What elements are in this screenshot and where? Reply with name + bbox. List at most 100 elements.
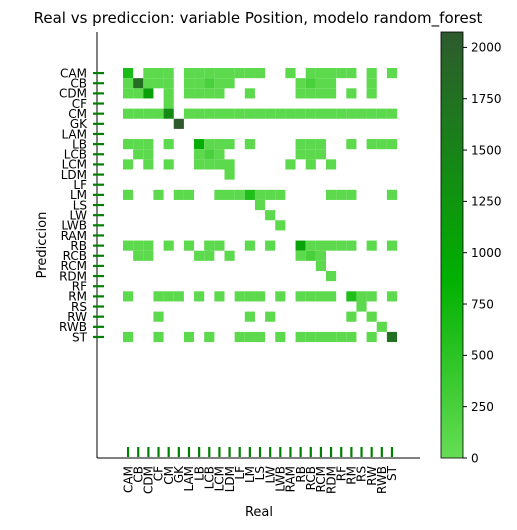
heatmap-cell-rs-rs — [356, 301, 367, 312]
heatmap-cell-cdm-cam — [123, 88, 134, 99]
heatmap-cell-cm-rs — [356, 108, 367, 119]
heatmap-cell-lb-rcb — [305, 139, 316, 150]
y-tick-label: CM — [68, 107, 87, 121]
heatmap-cell-cm-cam — [123, 108, 134, 119]
heatmap-cell-cam-lb — [194, 68, 205, 79]
y-tick-label: LS — [73, 198, 87, 212]
x-tick-label: LDM — [223, 466, 237, 492]
heatmap-cell-lm-lm — [244, 189, 255, 200]
heatmap-cell-cdm-lcm — [214, 88, 225, 99]
x-tick-label: RB — [294, 466, 308, 483]
heatmap-cell-lcm-cam — [123, 159, 134, 170]
heatmap-cell-lcm-cdm — [143, 159, 154, 170]
heatmap-cell-cam-cdm — [143, 68, 154, 79]
heatmap-cell-rb-rb — [295, 240, 306, 251]
heatmap-cell-rb-lm — [244, 240, 255, 251]
heatmap-cell-cm-rcm — [315, 108, 326, 119]
x-tick-label: LCB — [202, 466, 216, 489]
heatmap-cell-rcb-cb — [133, 250, 144, 261]
x-tick-label: LCM — [213, 466, 227, 491]
heatmap-cell-cm-lwb — [275, 108, 286, 119]
colorbar-tick-label: 1250 — [471, 195, 502, 209]
x-tick-label: CF — [152, 466, 166, 481]
y-tick-marks — [93, 71, 104, 339]
y-tick-label: RF — [72, 280, 87, 294]
heatmap-cell-cdm-lam — [183, 88, 195, 99]
x-tick-label: RCM — [314, 466, 328, 492]
colorbar-gradient — [441, 32, 463, 458]
heatmap-cell-lb-rw — [366, 139, 377, 150]
heatmap-cell-rb-st — [386, 240, 398, 251]
heatmap-cell-lcm-ram — [285, 159, 296, 170]
heatmap-cell-cdm-rw — [366, 88, 377, 99]
heatmap-cell-rb-lw — [265, 240, 276, 251]
heatmap-cell-rb-lcb — [204, 240, 215, 251]
heatmap-cell-st-lam — [183, 331, 195, 343]
heatmap-cell-cb-cf — [153, 78, 164, 89]
colorbar-tick-label: 1000 — [471, 246, 502, 260]
y-tick-label: LF — [73, 178, 87, 192]
y-tick-label: CF — [72, 97, 87, 111]
heatmap-cell-rm-rb — [295, 291, 306, 302]
heatmap-cells — [123, 68, 398, 343]
y-tick-label: RS — [71, 300, 87, 314]
y-tick-label: LWB — [61, 219, 87, 233]
heatmap-cell-rb-rm — [346, 240, 357, 251]
heatmap-cell-cam-lf — [234, 68, 245, 79]
heatmap-cell-lcb-lb — [194, 149, 205, 160]
heatmap-cell-cm-lb — [194, 108, 205, 119]
heatmap-cell-rw-rm — [346, 311, 357, 322]
heatmap-cell-lb-rcm — [315, 139, 326, 150]
x-tick-label: ST — [385, 465, 399, 481]
heatmap-cell-cam-lcb — [204, 68, 215, 79]
heatmap-cell-rm-lb — [194, 291, 205, 302]
heatmap-cell-cam-rcb — [305, 68, 316, 79]
heatmap-cell-cam-cam — [123, 68, 134, 79]
heatmap-cell-cb-rdm — [326, 78, 337, 89]
heatmap-cell-cdm-rb — [295, 88, 306, 99]
heatmap-cell-rb-rw — [366, 240, 377, 251]
y-tick-label: RDM — [59, 269, 87, 283]
heatmap-cell-cam-rdm — [326, 68, 337, 79]
heatmap-cell-rcb-lcb — [204, 250, 215, 261]
heatmap-cell-rb-cb — [133, 240, 144, 251]
heatmap-cell-cdm-cb — [133, 88, 144, 99]
heatmap-cell-cdm-rdm — [326, 88, 337, 99]
heatmap-cell-cm-lf — [234, 108, 245, 119]
heatmap-cell-cb-lam — [183, 78, 195, 89]
x-axis-label: Real — [245, 505, 273, 520]
heatmap-cell-cam-cf — [153, 68, 164, 79]
heatmap-cell-rm-lf — [234, 291, 245, 302]
x-tick-label: CB — [131, 466, 145, 483]
heatmap-cell-st-rb — [295, 331, 306, 343]
heatmap-cell-cm-rb — [295, 108, 306, 119]
y-tick-label: LCB — [64, 148, 87, 162]
heatmap-cell-rm-lcm — [214, 291, 225, 302]
heatmap-cell-rw-lm — [244, 311, 255, 322]
heatmap-cell-lcb-cdm — [143, 149, 154, 160]
heatmap-cell-cam-lm — [244, 68, 255, 79]
heatmap-cell-rm-rw — [366, 291, 377, 302]
heatmap-cell-rm-rcm — [315, 291, 326, 302]
heatmap-cell-cam-lcm — [214, 68, 225, 79]
heatmap-cell-lm-rm — [346, 189, 357, 200]
y-tick-label: RAM — [61, 229, 87, 243]
heatmap-cell-cam-rm — [346, 68, 357, 79]
x-tick-label: CDM — [142, 466, 156, 494]
heatmap-cell-lb-st — [386, 139, 398, 150]
heatmap-cell-rcb-rb — [295, 250, 306, 261]
heatmap-cell-st-rm — [346, 331, 357, 343]
x-tick-label: CM — [162, 466, 176, 485]
y-tick-label: RB — [70, 239, 87, 253]
y-tick-label: RM — [68, 290, 87, 304]
heatmap-cell-cb-cdm — [143, 78, 154, 89]
heatmap-cell-cm-st — [386, 108, 398, 119]
heatmap-cell-cdm-lm — [244, 88, 255, 99]
heatmap-cell-cdm-cm — [163, 88, 174, 99]
heatmap-cell-lb-lb — [194, 139, 205, 150]
heatmap-cell-lm-lam — [183, 189, 195, 200]
heatmap-cell-gk-gk — [173, 118, 184, 129]
heatmap-cell-cf-cm — [163, 98, 174, 109]
heatmap-cell-cb-lcb — [204, 78, 215, 89]
x-tick-label: RDM — [324, 466, 338, 494]
